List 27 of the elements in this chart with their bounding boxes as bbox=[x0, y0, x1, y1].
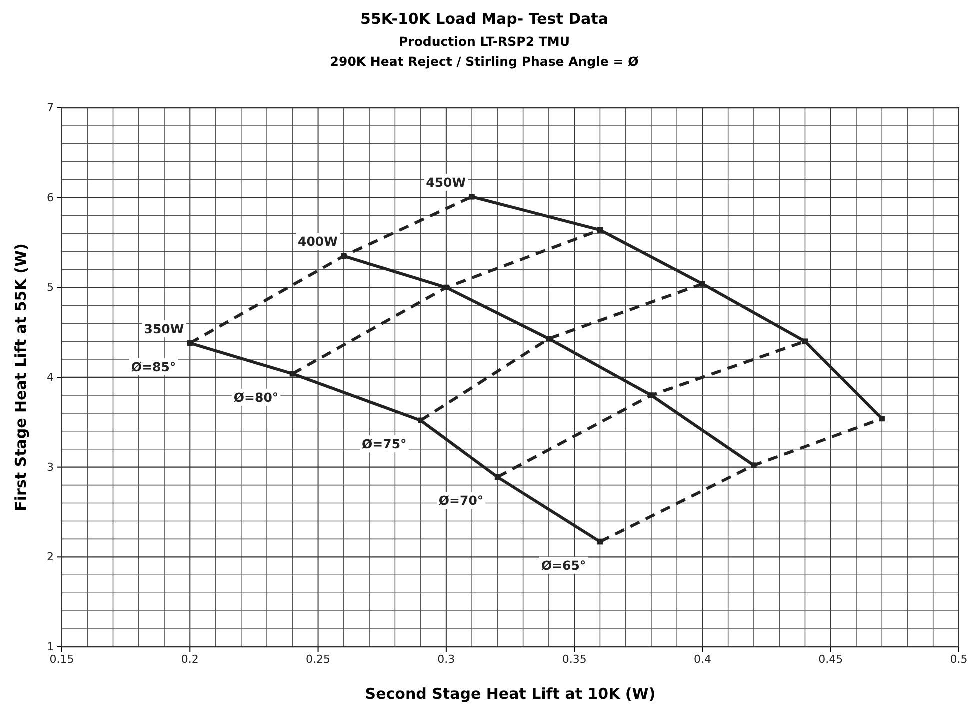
x-tick-label: 0.15 bbox=[50, 652, 74, 666]
series-label: Ø=75° bbox=[362, 436, 407, 452]
x-tick-label: 0.3 bbox=[438, 652, 456, 666]
x-tick-label: 0.2 bbox=[181, 652, 199, 666]
series-label: Ø=80° bbox=[234, 390, 279, 405]
y-tick-label: 3 bbox=[47, 460, 54, 474]
y-tick-label: 6 bbox=[47, 191, 54, 204]
series-label: Ø=85° bbox=[131, 359, 176, 374]
x-tick-label: 0.4 bbox=[694, 652, 712, 666]
series-label: 350W bbox=[144, 321, 184, 336]
x-tick-label: 0.5 bbox=[950, 652, 968, 666]
chart-subtitle: Production LT-RSP2 TMU 290K Heat Reject / Stirling Phase Angle = Ø bbox=[330, 34, 640, 69]
y-tick-label: 2 bbox=[47, 550, 54, 564]
series-label: 450W bbox=[426, 174, 466, 190]
chart-title: 55K-10K Load Map- Test Data bbox=[360, 10, 608, 28]
y-tick-label: 1 bbox=[47, 640, 54, 654]
series-label: Ø=70° bbox=[438, 493, 484, 508]
y-tick-label: 5 bbox=[47, 281, 54, 294]
y-tick-label: 4 bbox=[47, 371, 54, 384]
y-axis-title: First Stage Heat Lift at 55K (W) bbox=[12, 244, 30, 512]
x-tick-label: 0.25 bbox=[306, 652, 331, 666]
series-label: Ø=65° bbox=[541, 558, 586, 573]
x-axis-title: Second Stage Heat Lift at 10K (W) bbox=[365, 685, 656, 703]
y-tick-label: 7 bbox=[47, 102, 54, 115]
x-tick-label: 0.35 bbox=[562, 652, 587, 666]
x-tick-label: 0.45 bbox=[818, 652, 844, 666]
series-label: 400W bbox=[298, 234, 338, 250]
